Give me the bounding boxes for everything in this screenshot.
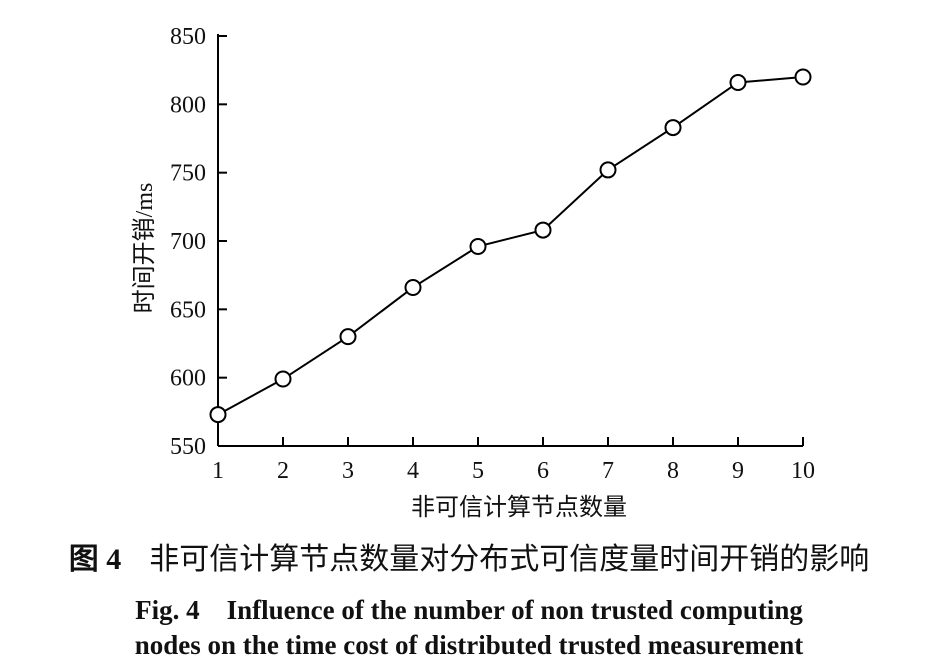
- data-point: [599, 161, 617, 179]
- data-point: [534, 221, 552, 239]
- y-tick-label: 850: [170, 24, 206, 50]
- figure-caption-english-line1: Fig. 4 Influence of the number of non tr…: [135, 595, 803, 625]
- y-tick-label: 600: [170, 366, 206, 392]
- line-chart: 550 600 650 700 750 800 850 1 2 3 4 5 6 7 8 9 10 非可信计算节点…: [131, 24, 815, 521]
- y-tick-label: 750: [170, 161, 206, 187]
- data-point: [794, 68, 812, 86]
- data-point: [469, 237, 487, 255]
- data-point: [339, 328, 357, 346]
- figure-caption-chinese: 图 4 非可信计算节点数量对分布式可信度量时间开销的影响: [0, 534, 938, 578]
- y-tick-label: 700: [170, 229, 206, 255]
- figure-caption-cn-text: 非可信计算节点数量对分布式可信度量时间开销的影响: [149, 542, 870, 577]
- x-tick-label: 2: [277, 458, 289, 484]
- figure-number: 图 4: [68, 543, 122, 576]
- data-point: [729, 73, 747, 91]
- figure-caption-english-line2: nodes on the time cost of distributed tr…: [134, 630, 804, 660]
- chart-plot-area: [209, 68, 812, 424]
- data-point: [274, 370, 292, 388]
- x-tick-label: 3: [342, 458, 354, 484]
- x-tick-label: 8: [667, 458, 679, 484]
- x-tick-label: 4: [407, 458, 419, 484]
- x-tick-label: 9: [732, 458, 744, 484]
- data-point: [209, 406, 227, 424]
- y-tick-label: 800: [170, 92, 206, 118]
- x-tick-label: 6: [537, 458, 549, 484]
- data-point: [404, 278, 422, 296]
- x-axis-label: 非可信计算节点数量: [411, 494, 627, 521]
- x-tick-label: 7: [602, 458, 614, 484]
- x-tick-label: 10: [791, 458, 815, 484]
- series-line: [217, 76, 804, 416]
- chart-ticks: 550 600 650 700 750 800 850 1 2 3 4 5 6 7 8 9 10: [170, 24, 815, 484]
- y-tick-label: 550: [170, 434, 206, 460]
- chart-axes: [217, 34, 803, 447]
- x-tick-label: 5: [472, 458, 484, 484]
- y-axis-label: 时间开销/ms: [131, 183, 158, 314]
- data-point: [664, 119, 682, 137]
- y-tick-label: 650: [170, 297, 206, 323]
- x-tick-label: 1: [212, 458, 224, 484]
